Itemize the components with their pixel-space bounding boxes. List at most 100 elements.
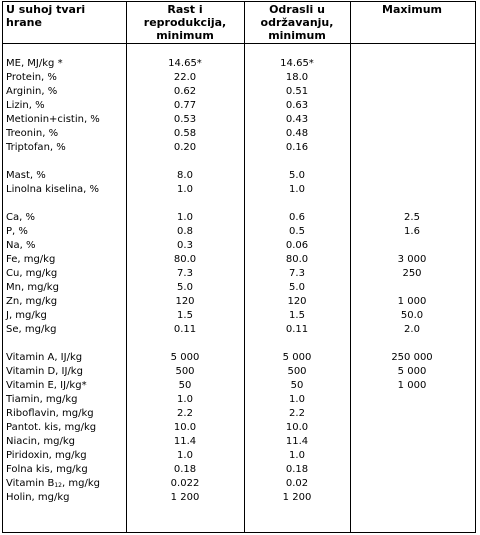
row-label: Se, mg/kg [6, 324, 57, 335]
adult-value: 14.65* [280, 58, 314, 69]
row-label: Protein, % [6, 72, 57, 83]
max-value: 250 [402, 268, 422, 279]
max-value: 3 000 [397, 254, 427, 265]
row-label: Holin, mg/kg [6, 492, 70, 503]
max-value: 5 000 [397, 366, 427, 377]
row-label: Cu, mg/kg [6, 268, 58, 279]
adult-value: 11.4 [285, 436, 309, 447]
row-label: Ca, % [6, 212, 35, 223]
growth-value: 0.8 [177, 226, 193, 237]
row-label: Vitamin E, IJ/kg* [6, 380, 87, 391]
row-label: Fe, mg/kg [6, 254, 56, 265]
growth-value: 11.4 [173, 436, 197, 447]
max-value: 2.5 [404, 212, 420, 223]
growth-value: 0.20 [173, 142, 197, 153]
growth-value: 0.18 [173, 464, 197, 475]
growth-value: 1.0 [177, 184, 193, 195]
adult-value: 1.0 [289, 394, 305, 405]
adult-value: 0.11 [285, 324, 309, 335]
growth-value: 5.0 [177, 282, 193, 293]
adult-value: 7.3 [289, 268, 305, 279]
adult-value: 0.18 [285, 464, 309, 475]
row-label: Mn, mg/kg [6, 282, 59, 293]
column-divider [126, 1, 127, 533]
column-divider [244, 1, 245, 533]
header-adult-maintenance: Odrasli u održavanju, minimum [260, 3, 334, 42]
header-divider [2, 43, 476, 44]
adult-value: 0.5 [289, 226, 305, 237]
row-label: Niacin, mg/kg [6, 436, 75, 447]
adult-value: 5.0 [289, 170, 305, 181]
adult-value: 0.51 [285, 86, 309, 97]
growth-value: 1.0 [177, 394, 193, 405]
max-value: 50.0 [400, 310, 424, 321]
row-label: Mast, % [6, 170, 46, 181]
adult-value: 50 [290, 380, 304, 391]
adult-value: 0.06 [285, 240, 309, 251]
column-divider [350, 1, 351, 533]
row-label: Piridoxin, mg/kg [6, 450, 87, 461]
row-label: Na, % [6, 240, 36, 251]
adult-value: 0.43 [285, 114, 309, 125]
max-value: 1 000 [397, 296, 427, 307]
row-label: Linolna kiselina, % [6, 184, 100, 195]
growth-value: 0.77 [173, 100, 197, 111]
header-dry-matter: U suhoj tvari hrane [6, 3, 86, 29]
growth-value: 50 [178, 380, 192, 391]
growth-value: 5 000 [170, 352, 200, 363]
max-value: 1 000 [397, 380, 427, 391]
adult-value: 80.0 [285, 254, 309, 265]
row-label: Pantot. kis, mg/kg [6, 422, 97, 433]
max-value: 2.0 [404, 324, 420, 335]
growth-value: 120 [175, 296, 195, 307]
row-label: Tiamin, mg/kg [6, 394, 78, 405]
adult-value: 0.6 [289, 212, 305, 223]
row-label: Lizin, % [6, 100, 45, 111]
row-label: ME, MJ/kg * [6, 58, 63, 69]
adult-value: 10.0 [285, 422, 309, 433]
adult-value: 0.63 [285, 100, 309, 111]
adult-value: 5 000 [282, 352, 312, 363]
row-label: Arginin, % [6, 86, 58, 97]
adult-value: 0.02 [285, 478, 309, 489]
adult-value: 5.0 [289, 282, 305, 293]
growth-value: 10.0 [173, 422, 197, 433]
growth-value: 1.5 [177, 310, 193, 321]
growth-value: 8.0 [177, 170, 193, 181]
row-label: Vitamin A, IJ/kg [6, 352, 83, 363]
growth-value: 1.0 [177, 450, 193, 461]
row-label: Metionin+cistin, % [6, 114, 100, 125]
growth-value: 80.0 [173, 254, 197, 265]
adult-value: 1 200 [282, 492, 312, 503]
growth-value: 0.58 [173, 128, 197, 139]
max-value: 1.6 [404, 226, 420, 237]
max-value: 250 000 [391, 352, 433, 363]
adult-value: 18.0 [285, 72, 309, 83]
header-growth-reproduction: Rast i reprodukcija, minimum [143, 3, 227, 42]
adult-value: 120 [287, 296, 307, 307]
adult-value: 1.5 [289, 310, 305, 321]
growth-value: 7.3 [177, 268, 193, 279]
row-label: Folna kis, mg/kg [6, 464, 88, 475]
row-label: Riboflavin, mg/kg [6, 408, 94, 419]
adult-value: 1.0 [289, 184, 305, 195]
row-label: Vitamin D, IJ/kg [6, 366, 83, 377]
growth-value: 0.11 [173, 324, 197, 335]
growth-value: 0.022 [170, 478, 200, 489]
growth-value: 0.62 [173, 86, 197, 97]
row-label: Triptofan, % [6, 142, 66, 153]
row-label: Zn, mg/kg [6, 296, 58, 307]
adult-value: 2.2 [289, 408, 305, 419]
growth-value: 1 200 [170, 492, 200, 503]
row-label: J, mg/kg [6, 310, 47, 321]
row-label: P, % [6, 226, 28, 237]
adult-value: 0.16 [285, 142, 309, 153]
growth-value: 500 [175, 366, 195, 377]
growth-value: 22.0 [173, 72, 197, 83]
header-maximum: Maximum [382, 3, 442, 16]
adult-value: 500 [287, 366, 307, 377]
growth-value: 2.2 [177, 408, 193, 419]
growth-value: 1.0 [177, 212, 193, 223]
row-label: Treonin, % [6, 128, 59, 139]
